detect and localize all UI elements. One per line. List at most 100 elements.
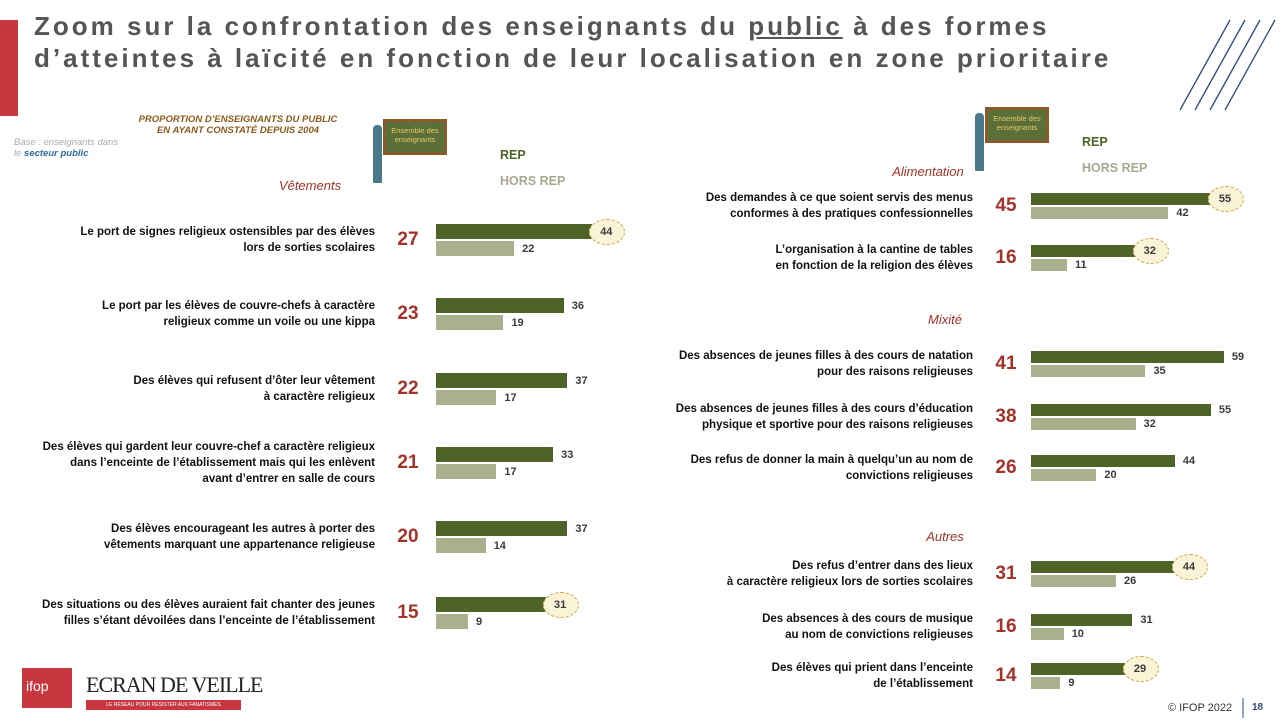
value-label: 32: [1143, 245, 1156, 257]
legend-entry: REP: [500, 148, 526, 162]
value-label: 37: [575, 522, 588, 535]
copyright: © IFOP 2022: [1168, 702, 1233, 714]
bar: [436, 447, 554, 462]
page-number: 18: [1252, 702, 1264, 713]
highlight-circle: [1122, 656, 1159, 682]
bar: [1031, 418, 1136, 430]
value-label: 44: [1182, 561, 1196, 573]
value-label: 20: [1104, 469, 1117, 481]
bar: [1031, 259, 1067, 271]
base-emphasis: secteur public: [24, 148, 89, 159]
title-part: public: [748, 11, 843, 41]
bar: [1031, 469, 1097, 481]
bar: [1031, 455, 1175, 467]
value-label: 55: [1218, 404, 1232, 416]
total-value: 14: [995, 665, 1017, 686]
category-label: Des élèves qui refusent d’ôter leur vête…: [133, 375, 375, 403]
ifop-logo: ifop: [26, 678, 49, 694]
base-note: Base : enseignants dans le secteur publi…: [14, 137, 118, 159]
base-text: Base : enseignants dans le: [14, 137, 119, 159]
value-label: 44: [1182, 455, 1196, 467]
value-label: 55: [1218, 193, 1232, 205]
subtitle: PROPORTION D’ENSEIGNANTS DU PUBLIC EN AY…: [138, 114, 338, 136]
highlight-circle: [543, 591, 580, 618]
ecran-logo: ECRAN DE VEILLE: [86, 672, 263, 697]
category-label: Le port de signes religieux ostensibles …: [80, 226, 375, 254]
bar: [436, 390, 497, 405]
bar: [1031, 207, 1169, 219]
diagonal-lines: [1179, 19, 1276, 111]
category-label: Des refus de donner la main à quelqu’un …: [690, 454, 973, 482]
value-label: 31: [554, 598, 567, 611]
teacher-figure: [373, 125, 382, 183]
highlight-circle: [1132, 238, 1169, 264]
bar: [436, 614, 468, 629]
highlight-circle: [1171, 554, 1208, 580]
value-label: 17: [504, 391, 517, 404]
category-label: Des situations ou des élèves auraient fa…: [42, 599, 375, 627]
bar: [1031, 193, 1211, 205]
section-title: Alimentation: [892, 164, 964, 179]
value-label: 37: [575, 374, 588, 387]
value-label: 59: [1231, 351, 1245, 363]
category-label: Des élèves encourageant les autres à por…: [104, 523, 375, 551]
category-label: L’organisation à la cantine de tables en…: [775, 244, 973, 272]
total-value: 26: [995, 457, 1017, 478]
category-label: Des absences de jeunes filles à des cour…: [675, 403, 973, 431]
bar: [436, 298, 564, 313]
bar: [1031, 614, 1133, 626]
value-label: 10: [1071, 628, 1084, 640]
ifop-logo-bg: [22, 668, 72, 708]
total-value: 16: [995, 247, 1017, 268]
value-label: 42: [1176, 207, 1189, 219]
title-part: à des formes d’atteintes à laïcité en fo…: [34, 11, 1112, 73]
total-value: 15: [397, 602, 419, 623]
total-value: 45: [995, 195, 1017, 216]
bar: [1031, 677, 1061, 689]
bar: [436, 315, 504, 330]
accent-bar: [0, 20, 18, 116]
bar: [436, 521, 568, 536]
bar: [1031, 663, 1126, 675]
value-label: 9: [475, 615, 483, 628]
value-label: 32: [1143, 418, 1156, 430]
value-label: 36: [571, 299, 585, 312]
category-label: Des élèves qui gardent leur couvre-chef …: [42, 441, 375, 485]
value-label: 9: [1068, 677, 1075, 689]
bar: [1031, 628, 1064, 640]
bar: [1031, 245, 1136, 257]
bar: [436, 373, 568, 388]
value-label: 31: [1140, 614, 1153, 626]
total-value: 21: [397, 452, 419, 473]
bar: [436, 597, 547, 612]
section-title: Mixité: [928, 312, 962, 327]
title-part: Zoom sur la confrontation des enseignant…: [34, 11, 749, 41]
total-value: 31: [995, 563, 1017, 584]
legend-entry: HORS REP: [1082, 161, 1148, 175]
bar: [1031, 561, 1175, 573]
highlight-circle: [589, 218, 626, 245]
bar: [1031, 575, 1117, 587]
total-value: 20: [397, 526, 419, 547]
highlight-circle: [1207, 186, 1244, 212]
value-label: 17: [504, 465, 517, 478]
bar: [436, 538, 486, 553]
legend-entry: HORS REP: [500, 174, 566, 188]
bar: [1031, 404, 1211, 416]
bar: [1031, 365, 1146, 377]
total-value: 27: [397, 229, 419, 250]
value-label: 35: [1153, 365, 1166, 377]
bar: [436, 241, 515, 256]
bar: [1031, 351, 1224, 363]
total-value: 38: [995, 406, 1017, 427]
category-label: Des refus d’entrer dans des lieux à cara…: [726, 560, 973, 588]
category-label: Des élèves qui prient dans l’enceinte de…: [771, 662, 973, 690]
value-label: 44: [600, 225, 613, 238]
category-label: Des absences à des cours de musique au n…: [762, 613, 973, 641]
title: Zoom sur la confrontation des enseignant…: [34, 10, 1154, 74]
value-label: 29: [1133, 663, 1147, 675]
value-label: 26: [1124, 575, 1137, 587]
value-label: 14: [493, 539, 506, 552]
legend-board: Ensemble des enseignants: [985, 107, 1049, 143]
